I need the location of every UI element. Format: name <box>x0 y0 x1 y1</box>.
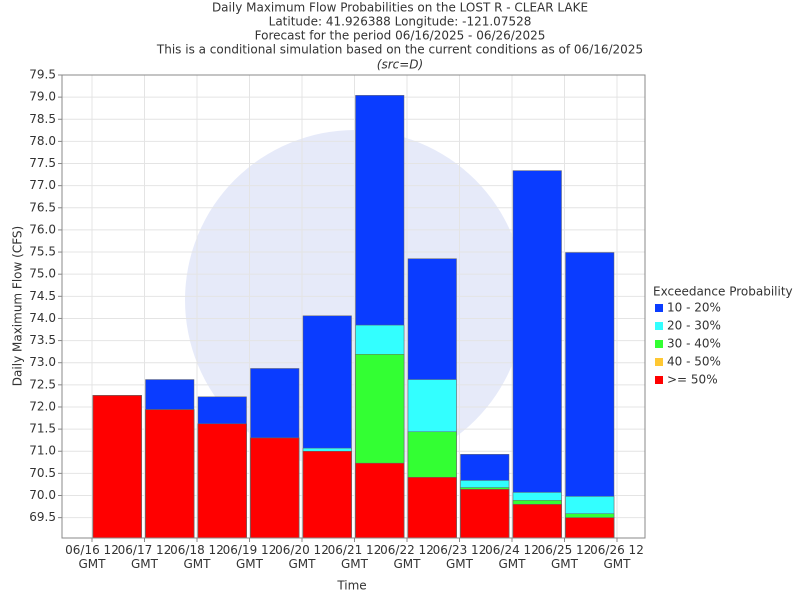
bar <box>565 517 615 539</box>
legend-swatch <box>655 304 663 312</box>
legend-label: 20 - 30% <box>667 319 721 333</box>
y-tick-label: 75.0 <box>29 267 56 281</box>
x-tick-label: 06/21 12 GMT <box>327 543 382 571</box>
x-tick-label: 06/24 12 GMT <box>485 543 539 571</box>
bar <box>302 450 352 539</box>
chart-title: Latitude: 41.926388 Longitude: -121.0752… <box>269 15 532 29</box>
y-tick-label: 78.5 <box>29 112 56 126</box>
y-tick-label: 74.5 <box>29 289 56 303</box>
legend-swatch <box>655 358 663 366</box>
y-axis-label: Daily Maximum Flow (CFS) <box>11 226 25 386</box>
y-tick-label: 73.0 <box>29 355 56 369</box>
x-axis-label: Time <box>336 579 366 593</box>
chart-title: Daily Maximum Flow Probabilities on the … <box>212 1 588 15</box>
x-tick-label: 06/23 12 GMT <box>432 543 487 571</box>
y-tick-label: 73.5 <box>29 333 56 347</box>
y-tick-label: 72.0 <box>29 399 56 413</box>
y-tick-label: 69.5 <box>29 510 56 524</box>
y-tick-label: 77.5 <box>29 156 56 170</box>
x-tick-label: 06/18 12 GMT <box>170 543 224 571</box>
legend-label: 10 - 20% <box>667 301 721 315</box>
y-tick-label: 74.0 <box>29 311 56 325</box>
y-tick-label: 76.0 <box>29 222 56 236</box>
chart-title: Forecast for the period 06/16/2025 - 06/… <box>255 29 546 43</box>
bar <box>250 437 300 539</box>
y-tick-label: 76.5 <box>29 200 56 214</box>
x-tick-label: 06/20 12 GMT <box>275 543 329 571</box>
legend-swatch <box>655 376 663 384</box>
x-tick-label: 06/26 12 GMT <box>590 543 644 571</box>
y-tick-label: 70.5 <box>29 466 56 480</box>
y-tick-label: 79.5 <box>29 68 56 82</box>
x-tick-label: 06/17 12 GMT <box>117 543 172 571</box>
y-tick-label: 78.0 <box>29 134 56 148</box>
bar <box>565 252 615 539</box>
plot-border <box>61 74 646 539</box>
legend-swatch <box>655 340 663 348</box>
legend-label: 30 - 40% <box>667 337 721 351</box>
bar <box>197 423 247 539</box>
x-tick-label: 06/19 12 GMT <box>222 543 277 571</box>
bar <box>512 504 562 539</box>
y-tick-label: 71.5 <box>29 422 56 436</box>
chart-subtitle: (src=D) <box>377 58 423 72</box>
x-tick-label: 06/25 12 GMT <box>537 543 592 571</box>
legend-swatch <box>655 322 663 330</box>
y-tick-label: 79.0 <box>29 90 56 104</box>
bar <box>145 409 195 539</box>
bar <box>407 477 457 539</box>
y-tick-label: 71.0 <box>29 444 56 458</box>
legend-label: >= 50% <box>667 373 718 387</box>
legend-label: 40 - 50% <box>667 355 721 369</box>
chart-title: This is a conditional simulation based o… <box>156 43 643 57</box>
x-tick-label: 06/16 12 GMT <box>65 543 119 571</box>
bar <box>512 170 562 539</box>
y-tick-label: 77.0 <box>29 178 56 192</box>
y-tick-label: 70.0 <box>29 488 56 502</box>
y-tick-label: 75.5 <box>29 245 56 259</box>
legend-title: Exceedance Probability <box>653 285 793 299</box>
y-tick-label: 72.5 <box>29 377 56 391</box>
bar <box>460 489 510 539</box>
bar <box>92 395 142 539</box>
x-tick-label: 06/22 12 GMT <box>380 543 434 571</box>
bar <box>355 462 405 539</box>
